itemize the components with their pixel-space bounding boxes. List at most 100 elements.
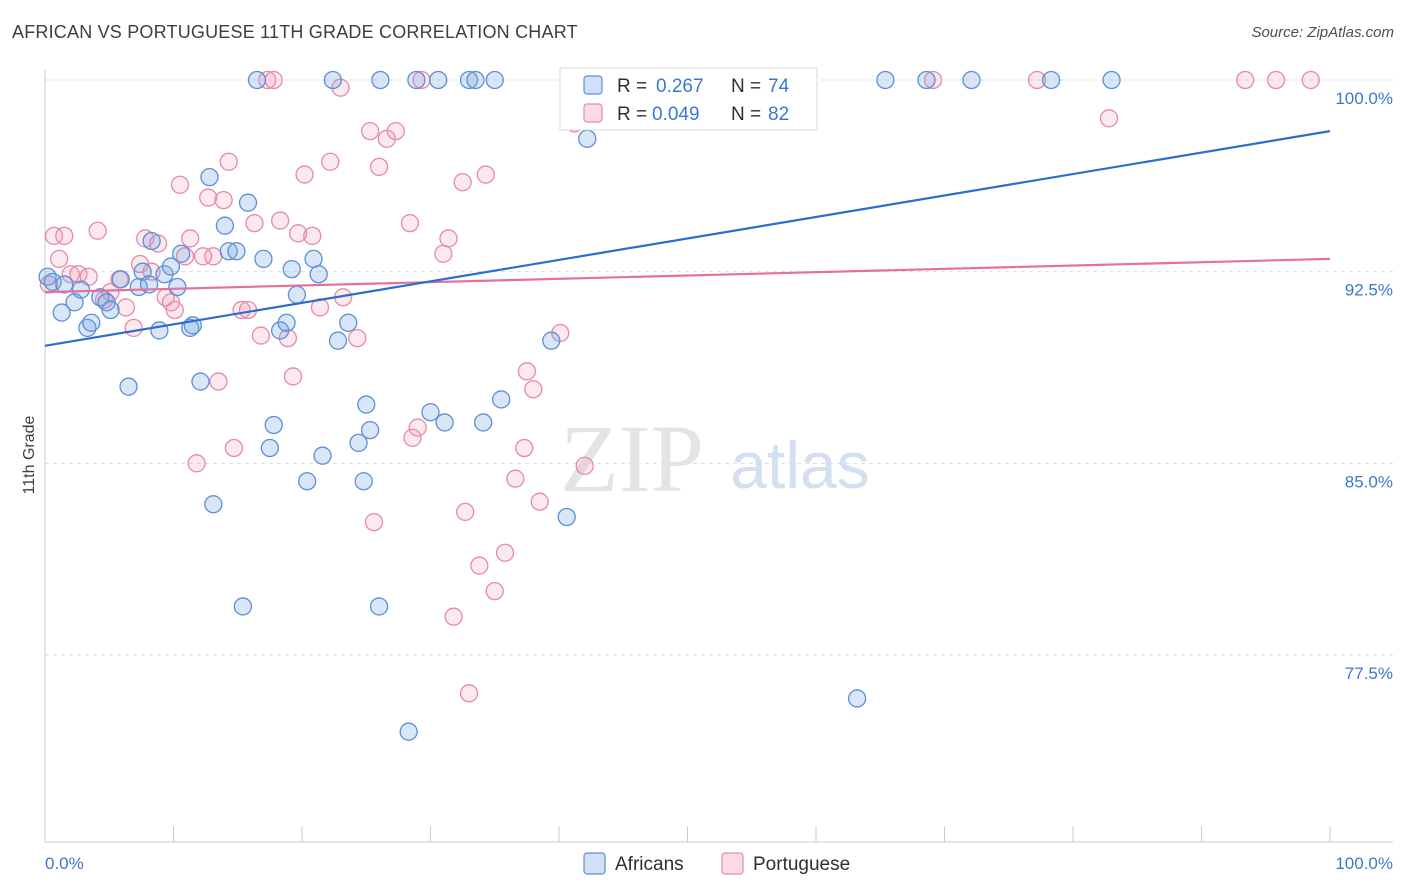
r-value-africans: 0.267 [656,76,704,97]
africans-point [277,313,296,332]
trend-lines [44,130,1331,347]
y-tick-label: 85.0% [1345,472,1393,491]
africans-point [466,70,485,90]
portuguese-point [456,502,475,522]
portuguese-point [1236,70,1255,90]
portuguese-point [408,418,427,437]
watermark: ZIP atlas [560,405,870,512]
africans-point [297,472,317,491]
africans-point [309,265,328,284]
africans-point [161,257,181,276]
africans-swatch [583,75,603,95]
n-label-portuguese: N = [731,104,761,125]
africans-point [429,70,448,90]
africans-point [917,70,936,90]
portuguese-point [530,492,549,511]
portuguese-point [295,165,314,184]
portuguese-point [271,211,290,230]
africans-point [328,331,348,350]
africans-point [399,722,418,741]
africans-point [227,242,246,261]
africans-point [876,70,895,90]
portuguese-point [170,175,190,194]
portuguese-point [1027,70,1047,90]
africans-point [485,70,504,90]
africans-point [962,70,981,90]
portuguese-point [165,300,184,320]
africans-point [150,321,169,340]
portuguese-point [61,265,80,284]
africans-trend-line [44,130,1331,347]
y-tick-label: 77.5% [1345,664,1393,683]
africans-point [847,689,867,708]
r-value-portuguese: 0.049 [652,104,700,125]
legend-africans-label: Africans [615,854,684,875]
portuguese-point [923,70,943,90]
africans-point [371,70,390,90]
x-tick-label: 100.0% [1335,854,1393,873]
africans-point [492,390,511,409]
portuguese-point [124,318,143,338]
legend-portuguese-label: Portuguese [753,854,850,875]
africans-point [52,303,71,322]
portuguese-point [288,224,308,243]
portuguese-point [470,556,489,575]
portuguese-point [434,244,453,263]
africans-point [247,70,267,90]
portuguese-point [199,188,218,207]
africans-point [542,331,561,350]
portuguese-point [303,226,322,246]
portuguese-point [575,456,594,476]
portuguese-point [1266,70,1286,90]
portuguese-point [453,173,472,192]
portuguese-point [517,362,537,381]
africans-point [168,277,187,297]
africans-point [349,433,368,453]
portuguese-point [439,229,458,248]
portuguese-point [369,157,389,177]
africans-point [200,167,219,187]
africans-point [238,193,258,212]
y-tick-label: 100.0% [1335,89,1393,108]
portuguese-point [214,190,233,210]
africans-point [38,267,57,286]
africans-point [578,129,597,148]
africans-point [474,413,493,432]
portuguese-point [181,229,200,248]
portuguese-point [209,372,228,391]
africans-point [71,280,91,299]
portuguese-point [88,221,107,240]
africans-point [557,507,576,527]
africans-point [204,495,223,514]
portuguese-point [251,326,271,345]
y-axis-label: 11th Grade [21,415,38,494]
portuguese-point [459,684,479,703]
portuguese-point [116,298,136,317]
africans-point [233,597,253,616]
africans-point [339,313,358,332]
portuguese-point [101,282,120,302]
portuguese-point [364,512,384,532]
africans-point [111,270,130,289]
africans-point [264,415,283,435]
grid-layer: 77.5% 85.0% 92.5% 100.0% [45,79,1393,683]
portuguese-point [264,70,283,90]
n-label-africans: N = [731,76,761,97]
portuguese-point [476,165,495,184]
africans-point [82,313,101,332]
portuguese-point [1099,109,1119,128]
portuguese-point [1301,70,1320,90]
africans-point [357,395,376,414]
portuguese-point [360,121,380,141]
africans-point [421,403,440,422]
africans-point [304,249,323,269]
portuguese-point [278,328,298,348]
africans-point [260,438,280,458]
africans-point [459,70,479,90]
watermark-zip: ZIP [560,405,704,512]
portuguese-trend-line [44,257,1331,294]
portuguese-point [321,152,340,171]
africans-point [43,272,62,292]
portuguese-point [219,152,238,171]
